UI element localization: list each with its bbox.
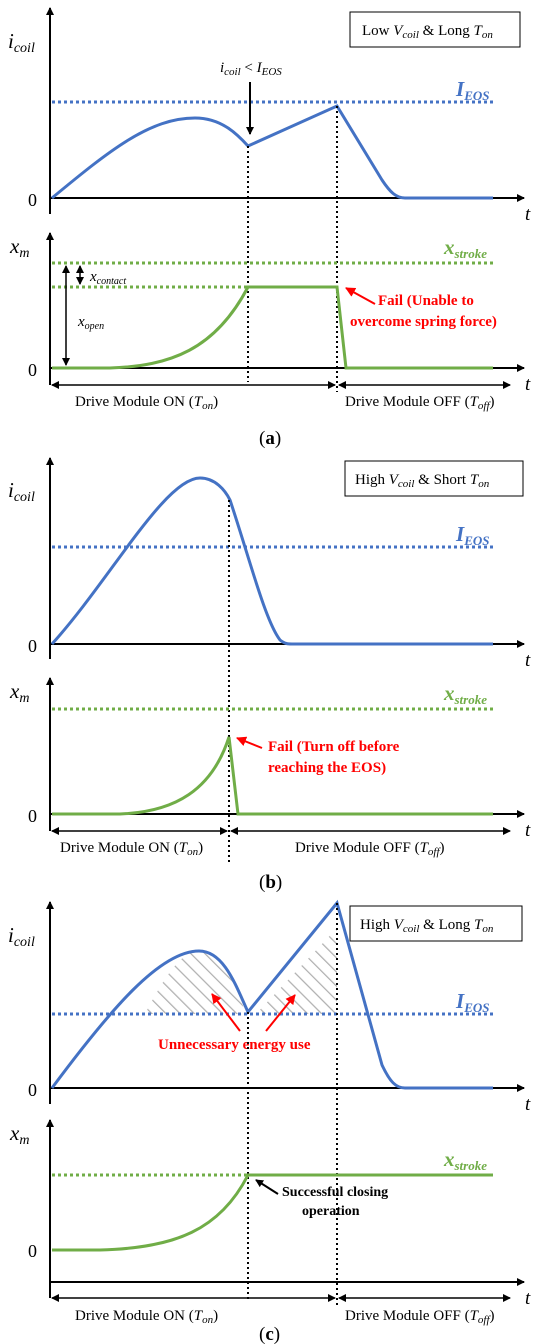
panel-c-legend-text: High Vcoil & Long Ton (360, 917, 494, 935)
panel-c-energy-arrow-left (211, 993, 241, 1032)
panel-b-position-t-label: t (525, 820, 531, 841)
panel-c: icoil 0 t IEOS High Vcoil & Long Ton Unn… (8, 899, 531, 1344)
panel-a-on-label: Drive Module ON (Ton) (75, 394, 218, 412)
panel-a-xstroke-label: xstroke (443, 235, 487, 261)
panel-c-xstroke-label: xstroke (443, 1147, 487, 1173)
panel-c-ieos-label: IEOS (455, 989, 489, 1015)
panel-b-ieos-label: IEOS (455, 522, 489, 548)
panel-c-current-t-label: t (525, 1094, 531, 1115)
panel-a-off-label: Drive Module OFF (Toff) (345, 394, 495, 412)
panel-a-legend-text: Low Vcoil & Long Ton (362, 23, 493, 41)
panel-c-position-zero: 0 (28, 1241, 37, 1261)
panel-c-current-curve (50, 899, 493, 1090)
panel-b-legend-box (344, 460, 524, 497)
panel-b-fail-arrow (236, 736, 263, 749)
panel-c-xm-label: xm (9, 1121, 29, 1148)
panel-a-xopen-label: xopen (77, 314, 104, 332)
panel-a-position-curve (52, 285, 493, 370)
panel-a-position-t-label: t (525, 374, 531, 395)
panel-a-icoil-label: icoil (8, 29, 35, 56)
panel-c-icoil-label: icoil (8, 923, 35, 950)
panel-a-current-zero: 0 (28, 190, 37, 210)
panel-b-current-zero: 0 (28, 636, 37, 656)
panel-b-xstroke-label: xstroke (443, 681, 487, 707)
panel-c-on-label: Drive Module ON (Ton) (75, 1308, 218, 1326)
panel-b: icoil 0 t IEOS High Vcoil & Short Ton xm… (8, 457, 531, 893)
panel-a: icoil 0 t IEOS Low Vcoil & Long Ton icoi… (8, 7, 531, 449)
panel-b-xm-label: xm (9, 679, 29, 706)
panel-c-energy-label: Unnecessary energy use (158, 1037, 311, 1053)
panel-c-success-arrow (255, 1179, 279, 1195)
panel-b-position-curve (52, 736, 493, 816)
panel-c-position-t-label: t (525, 1288, 531, 1309)
panel-a-fail-line1: Fail (Unable to (378, 293, 474, 309)
panel-b-legend-text: High Vcoil & Short Ton (355, 472, 490, 490)
panel-c-position-curve (52, 1173, 493, 1252)
panel-c-excess-energy-region-2 (256, 928, 337, 1014)
panel-b-fail-line1: Fail (Turn off before (268, 739, 400, 755)
panel-a-current-curve (51, 104, 493, 200)
panel-a-caption: (a) (259, 428, 281, 449)
panel-c-success-line2: operation (302, 1204, 360, 1219)
panel-a-legend-box (349, 11, 521, 48)
panel-b-fail-line2: reaching the EOS) (268, 760, 386, 776)
panel-c-current-zero: 0 (28, 1080, 37, 1100)
panel-a-dip-annotation: icoil < IEOS (220, 60, 282, 78)
panel-c-success-line1: Successful closing (282, 1185, 388, 1200)
panel-c-off-label: Drive Module OFF (Toff) (345, 1308, 495, 1326)
panel-a-fail-arrow (345, 287, 376, 305)
panel-a-current-t-label: t (525, 204, 531, 225)
panel-a-position-zero: 0 (28, 360, 37, 380)
panel-c-legend-box (349, 905, 523, 942)
panel-b-off-label: Drive Module OFF (Toff) (295, 840, 445, 858)
panel-b-current-t-label: t (525, 650, 531, 671)
panel-b-icoil-label: icoil (8, 478, 35, 505)
panel-b-position-zero: 0 (28, 806, 37, 826)
panel-b-on-label: Drive Module ON (Ton) (60, 840, 203, 858)
panel-a-xcontact-label: xcontact (89, 269, 126, 287)
panel-b-current-curve (50, 476, 493, 646)
panel-a-xm-label: xm (9, 234, 29, 261)
panel-c-excess-energy-region-1 (145, 951, 246, 1014)
panel-a-ieos-label: IEOS (455, 77, 489, 103)
panel-c-caption: (c) (259, 1324, 280, 1344)
panel-b-caption: (b) (259, 872, 282, 893)
panel-a-fail-line2: overcome spring force) (350, 314, 497, 330)
panel-c-energy-arrow-right (265, 994, 296, 1032)
